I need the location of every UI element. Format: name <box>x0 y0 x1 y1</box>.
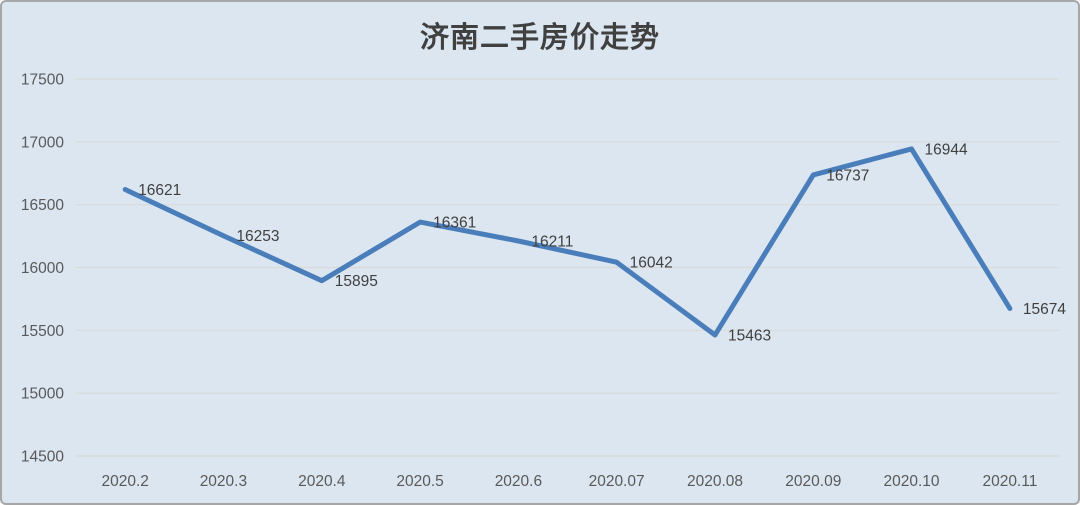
x-axis-tick-label: 2020.6 <box>495 473 542 490</box>
y-axis-tick-label: 15000 <box>21 386 64 403</box>
x-axis-tick-label: 2020.07 <box>589 473 645 490</box>
y-axis-tick-label: 16500 <box>21 197 64 214</box>
data-label: 15463 <box>728 328 771 345</box>
chart-title: 济南二手房价走势 <box>419 20 660 54</box>
data-label: 16042 <box>630 255 673 272</box>
data-label: 16944 <box>925 141 968 158</box>
x-axis-tick-label: 2020.10 <box>883 473 939 490</box>
x-axis-tick-label: 2020.3 <box>200 473 247 490</box>
data-label: 15674 <box>1023 301 1066 318</box>
data-label: 16211 <box>531 234 573 251</box>
x-axis-tick-label: 2020.5 <box>396 473 443 490</box>
data-label: 16361 <box>433 215 476 232</box>
data-label: 16621 <box>138 182 181 199</box>
data-label: 16737 <box>826 167 869 184</box>
price-line-series <box>122 146 1013 338</box>
y-axis-tick-label: 15500 <box>21 323 64 340</box>
data-label: 16253 <box>236 228 279 245</box>
data-label: 15895 <box>335 273 378 290</box>
x-axis-tick-label: 2020.09 <box>785 473 841 490</box>
y-axis-tick-label: 16000 <box>21 260 64 277</box>
x-axis-tick-label: 2020.4 <box>298 473 346 490</box>
x-axis-tick-label: 2020.2 <box>101 473 148 490</box>
x-axis-tick-label: 2020.11 <box>982 473 1037 490</box>
x-axis-tick-label: 2020.08 <box>687 473 743 490</box>
y-axis-tick-label: 14500 <box>21 449 64 466</box>
y-axis-tick-label: 17000 <box>21 134 64 151</box>
y-axis-tick-label: 17500 <box>21 72 64 89</box>
